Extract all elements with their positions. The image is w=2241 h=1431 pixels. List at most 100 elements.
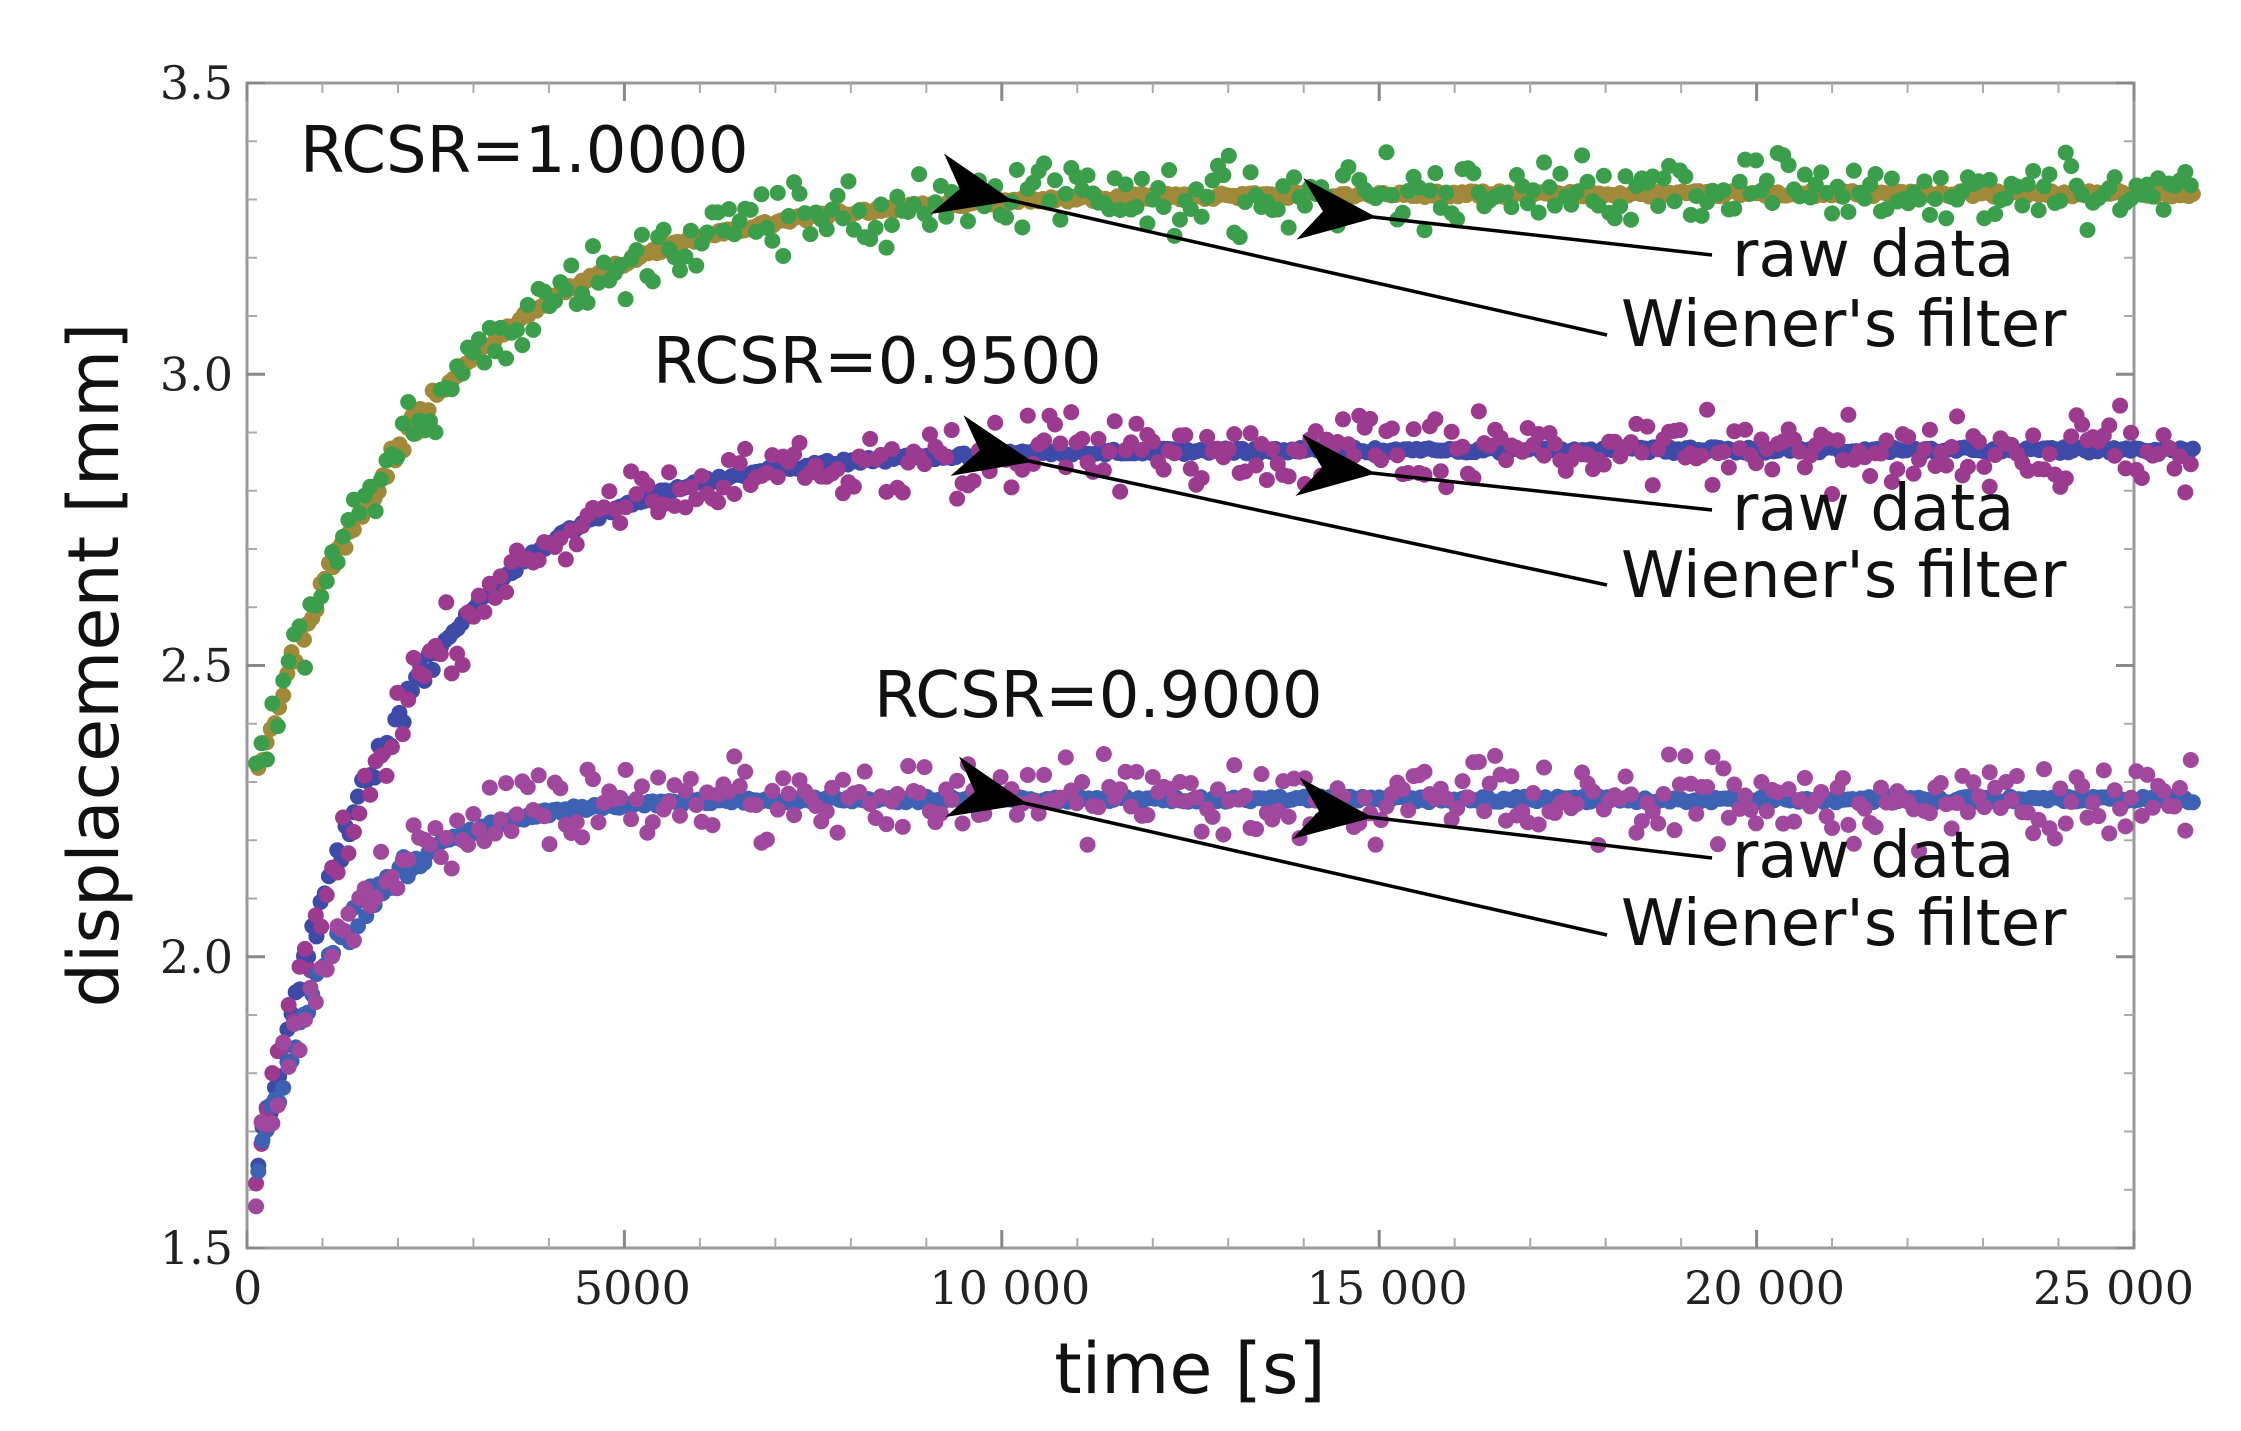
raw-point: [628, 791, 645, 808]
raw-point: [1487, 747, 1504, 764]
raw-point: [987, 178, 1004, 195]
raw-point: [416, 668, 433, 685]
raw-point: [329, 554, 346, 571]
raw-point: [1726, 200, 1743, 217]
raw-point: [677, 248, 694, 265]
raw-point: [905, 196, 922, 213]
raw-point: [595, 254, 612, 271]
raw-point: [693, 468, 710, 485]
raw-point: [1503, 199, 1520, 216]
raw-point: [373, 747, 390, 764]
raw-point: [1177, 427, 1194, 444]
raw-point: [1633, 813, 1650, 830]
raw-point: [2057, 144, 2074, 161]
raw-point: [1394, 204, 1411, 221]
raw-point: [943, 791, 960, 808]
series-label: RCSR=1.0000: [300, 114, 749, 188]
raw-point: [1943, 820, 1960, 837]
raw-point: [2025, 427, 2042, 444]
raw-point: [1226, 426, 1243, 443]
raw-point: [2155, 201, 2172, 218]
raw-point: [894, 818, 911, 835]
raw-point: [1128, 763, 1145, 780]
raw-point: [552, 530, 569, 547]
raw-point: [2144, 188, 2161, 205]
raw-point: [519, 296, 536, 313]
raw-point: [1530, 204, 1547, 221]
raw-point: [568, 536, 585, 553]
y-tick-label: 2.5: [160, 639, 233, 693]
raw-point: [829, 187, 846, 204]
raw-point: [296, 659, 313, 676]
raw-point: [1215, 167, 1232, 184]
raw-point: [1133, 170, 1150, 187]
raw-point: [1650, 815, 1667, 832]
series-label: RCSR=0.9500: [653, 325, 1102, 399]
raw-point: [258, 751, 275, 768]
raw-point: [1133, 441, 1150, 458]
raw-point: [1345, 447, 1362, 464]
raw-point: [280, 653, 297, 670]
raw-point: [2122, 789, 2139, 806]
raw-point: [737, 440, 754, 457]
raw-point: [987, 414, 1004, 431]
raw-point: [2036, 761, 2053, 778]
raw-point: [2106, 169, 2123, 186]
y-axis-title: displacement [mm]: [53, 323, 135, 1008]
raw-point: [345, 932, 362, 949]
raw-point: [1536, 154, 1553, 171]
raw-point: [1715, 760, 1732, 777]
raw-point: [394, 726, 411, 743]
raw-point: [345, 823, 362, 840]
raw-point: [1704, 476, 1721, 493]
raw-point: [1644, 803, 1661, 820]
raw-point: [1112, 483, 1129, 500]
raw-point: [1737, 787, 1754, 804]
raw-point: [1242, 164, 1259, 181]
raw-point: [1052, 435, 1069, 452]
raw-point: [2112, 397, 2129, 414]
raw-point: [1872, 779, 1889, 796]
raw-point: [1443, 423, 1460, 440]
raw-point: [1231, 229, 1248, 246]
raw-point: [1862, 467, 1879, 484]
raw-point: [916, 456, 933, 473]
raw-point: [335, 528, 352, 545]
y-tick-label: 2.0: [160, 930, 233, 984]
raw-point: [1883, 170, 1900, 187]
filter-point: [395, 714, 412, 731]
raw-point: [840, 173, 857, 190]
raw-point: [1693, 447, 1710, 464]
raw-point: [699, 224, 716, 241]
raw-point: [269, 1097, 286, 1114]
raw-point: [1987, 205, 2004, 222]
raw-point: [1248, 821, 1265, 838]
raw-point: [1280, 468, 1297, 485]
raw-point: [2117, 818, 2134, 835]
raw-point: [1758, 172, 1775, 189]
raw-point: [1981, 478, 1998, 495]
raw-point: [476, 603, 493, 620]
raw-point: [769, 184, 786, 201]
raw-point: [2177, 163, 2194, 180]
raw-point: [1921, 805, 1938, 822]
raw-point: [2182, 177, 2199, 194]
raw-point: [1677, 168, 1694, 185]
filter-label: Wiener's filter: [1621, 887, 2067, 961]
raw-point: [1030, 805, 1047, 822]
raw-point: [373, 471, 390, 488]
raw-point: [2036, 178, 2053, 195]
raw-point: [726, 748, 743, 765]
raw-point: [2041, 166, 2058, 183]
raw-point: [1829, 432, 1846, 449]
raw-point: [2014, 197, 2031, 214]
raw-point: [998, 209, 1015, 226]
raw-point: [1802, 189, 1819, 206]
y-tick-label: 3.5: [160, 56, 233, 110]
filter-point: [2184, 440, 2201, 457]
raw-point: [976, 805, 993, 822]
raw-point: [1209, 781, 1226, 798]
raw-point: [1383, 187, 1400, 204]
raw-point: [1536, 447, 1553, 464]
raw-point: [2025, 162, 2042, 179]
